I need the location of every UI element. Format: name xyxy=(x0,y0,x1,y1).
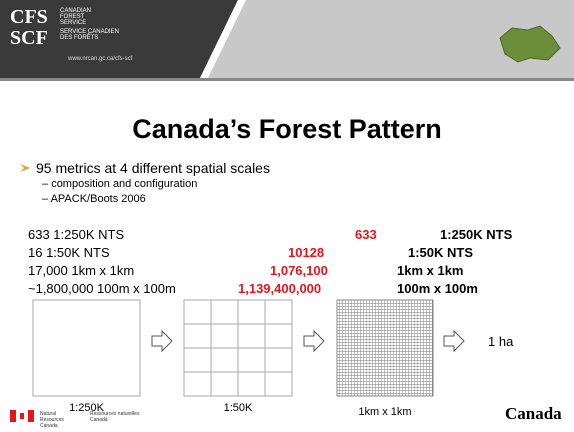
row-left: 16 1:50K NTS xyxy=(28,245,110,260)
subbullet: – APACK/Boots 2006 xyxy=(42,193,146,205)
scf-sub: SERVICE CANADIEN DES FORÊTS xyxy=(60,29,119,41)
flag xyxy=(10,410,34,422)
end-label: 1 ha xyxy=(488,334,514,349)
subbullet-text: APACK/Boots 2006 xyxy=(50,193,146,205)
box-1km xyxy=(336,299,434,397)
subbullet: – composition and configuration xyxy=(42,178,198,190)
scf: SCF xyxy=(10,27,48,49)
footer-fr: Ressources naturelles Canada xyxy=(90,411,140,423)
row-left: 17,000 1km x 1km xyxy=(28,263,135,278)
row-number: 1,076,100 xyxy=(270,263,328,278)
scale-label: 1:250K xyxy=(69,402,104,414)
bullet: 95 metrics at 4 different spatial scales xyxy=(36,160,270,176)
row-unit: 1km x 1km xyxy=(397,263,464,278)
row-number: 10128 xyxy=(288,245,325,260)
scale-label: 1:50K xyxy=(223,402,253,414)
row-unit: 100m x 100m xyxy=(397,281,478,296)
header-dark xyxy=(0,0,238,78)
title: Canada’s Forest Pattern xyxy=(132,114,442,144)
subbullet-text: composition and configuration xyxy=(51,178,198,190)
cfs-sub: CANADIAN FOREST SERVICE xyxy=(60,8,92,26)
url: www.nrcan.gc.ca/cfs-scf xyxy=(68,56,133,62)
row-left: 633 1:250K NTS xyxy=(28,227,125,242)
arrows xyxy=(151,329,465,353)
row-number: 1,139,400,000 xyxy=(238,281,322,296)
header-stripe xyxy=(200,0,246,78)
header-rule xyxy=(0,78,574,81)
row-unit: 1:250K NTS xyxy=(440,227,513,242)
row-left: ~1,800,000 100m x 100m xyxy=(28,281,176,296)
wordmark: Canada xyxy=(505,404,562,423)
footer-en: Natural Resources Canada xyxy=(40,411,64,429)
box-50k xyxy=(183,299,293,397)
row-number: 633 xyxy=(355,227,377,242)
box-250k xyxy=(32,299,141,397)
row-unit: 1:50K NTS xyxy=(408,245,474,260)
bullet-icon xyxy=(20,164,30,172)
map-icon xyxy=(499,25,561,63)
cfs: CFS xyxy=(10,6,48,28)
scale-label: 1km x 1km xyxy=(358,406,412,418)
